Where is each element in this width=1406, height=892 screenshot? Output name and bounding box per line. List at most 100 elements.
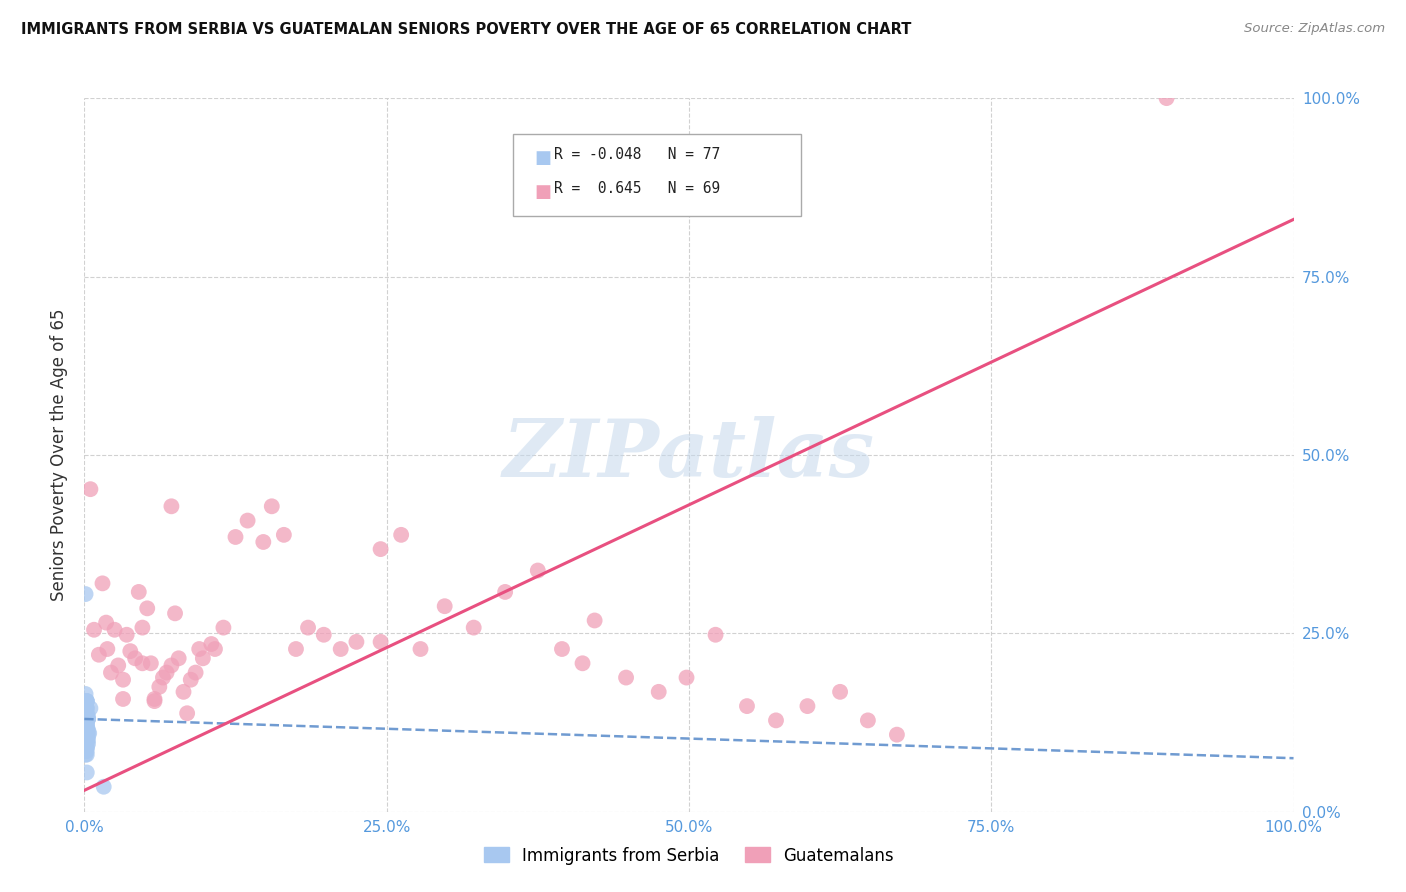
Point: [91, 576, 114, 591]
Point: [75, 708, 97, 723]
Point: [76, 719, 98, 733]
Point: [165, 607, 187, 621]
Point: [76, 708, 98, 723]
Point: [124, 651, 146, 665]
Point: [115, 628, 138, 642]
Point: [75, 701, 97, 715]
Point: [675, 671, 697, 685]
Point: [75, 726, 97, 740]
Point: [83, 623, 105, 637]
Point: [76, 712, 98, 726]
Point: [76, 730, 98, 744]
Point: [77, 723, 100, 737]
Point: [75, 712, 97, 726]
Point: [143, 692, 166, 706]
Text: R =  0.645   N = 69: R = 0.645 N = 69: [554, 181, 720, 196]
Point: [75, 708, 97, 723]
Point: [131, 657, 153, 671]
Point: [312, 628, 335, 642]
Point: [252, 535, 274, 549]
Point: [370, 635, 392, 649]
Point: [212, 621, 235, 635]
Point: [76, 744, 98, 758]
Point: [76, 708, 98, 723]
Point: [76, 694, 98, 708]
Point: [75, 723, 97, 737]
Point: [796, 699, 818, 714]
Point: [75, 737, 97, 751]
Point: [329, 642, 352, 657]
Point: [75, 719, 97, 733]
Point: [704, 628, 727, 642]
Point: [527, 564, 550, 578]
Point: [76, 730, 98, 744]
Y-axis label: Seniors Poverty Over the Age of 65: Seniors Poverty Over the Age of 65: [51, 309, 69, 601]
Point: [75, 715, 97, 730]
Point: [176, 706, 198, 721]
Point: [75, 712, 97, 726]
Point: [75, 715, 97, 730]
Point: [96, 642, 118, 657]
Point: [76, 719, 98, 733]
Point: [76, 694, 98, 708]
Point: [104, 623, 127, 637]
Point: [76, 715, 98, 730]
Point: [77, 712, 100, 726]
Point: [75, 726, 97, 740]
Point: [155, 665, 177, 680]
Point: [75, 708, 97, 723]
Point: [583, 614, 606, 628]
Point: [76, 733, 98, 747]
Point: [77, 730, 100, 744]
Point: [571, 657, 593, 671]
Point: [160, 658, 183, 673]
Point: [200, 637, 222, 651]
Point: [285, 642, 308, 657]
Point: [188, 642, 211, 657]
Point: [75, 719, 97, 733]
Point: [76, 719, 98, 733]
Point: [75, 687, 97, 701]
Point: [152, 671, 174, 685]
Point: [389, 528, 412, 542]
Point: [76, 733, 98, 747]
Point: [107, 658, 129, 673]
Text: ■: ■: [534, 183, 551, 201]
Point: [128, 585, 150, 599]
Point: [75, 733, 97, 747]
Point: [614, 671, 637, 685]
Point: [75, 701, 97, 715]
Point: [76, 701, 98, 715]
Point: [173, 685, 195, 699]
Point: [297, 621, 319, 635]
Text: ■: ■: [534, 149, 551, 167]
Point: [120, 644, 142, 658]
Point: [735, 699, 758, 714]
Text: IMMIGRANTS FROM SERBIA VS GUATEMALAN SENIORS POVERTY OVER THE AGE OF 65 CORRELAT: IMMIGRANTS FROM SERBIA VS GUATEMALAN SEN…: [21, 22, 911, 37]
Point: [76, 765, 98, 780]
Point: [225, 530, 247, 544]
Point: [77, 712, 100, 726]
Point: [76, 701, 98, 715]
Point: [75, 719, 97, 733]
Point: [75, 740, 97, 755]
Point: [886, 728, 908, 742]
Point: [76, 726, 98, 740]
Text: Source: ZipAtlas.com: Source: ZipAtlas.com: [1244, 22, 1385, 36]
Point: [75, 744, 97, 758]
Point: [75, 740, 97, 755]
Point: [76, 726, 98, 740]
Point: [160, 500, 183, 514]
Point: [76, 733, 98, 747]
Point: [77, 726, 100, 740]
Point: [76, 723, 98, 737]
Point: [765, 714, 787, 728]
Point: [76, 712, 98, 726]
Point: [75, 723, 97, 737]
Point: [87, 648, 110, 662]
Point: [139, 657, 162, 671]
Point: [856, 714, 879, 728]
Point: [148, 680, 170, 694]
Point: [260, 500, 283, 514]
Point: [191, 651, 214, 665]
